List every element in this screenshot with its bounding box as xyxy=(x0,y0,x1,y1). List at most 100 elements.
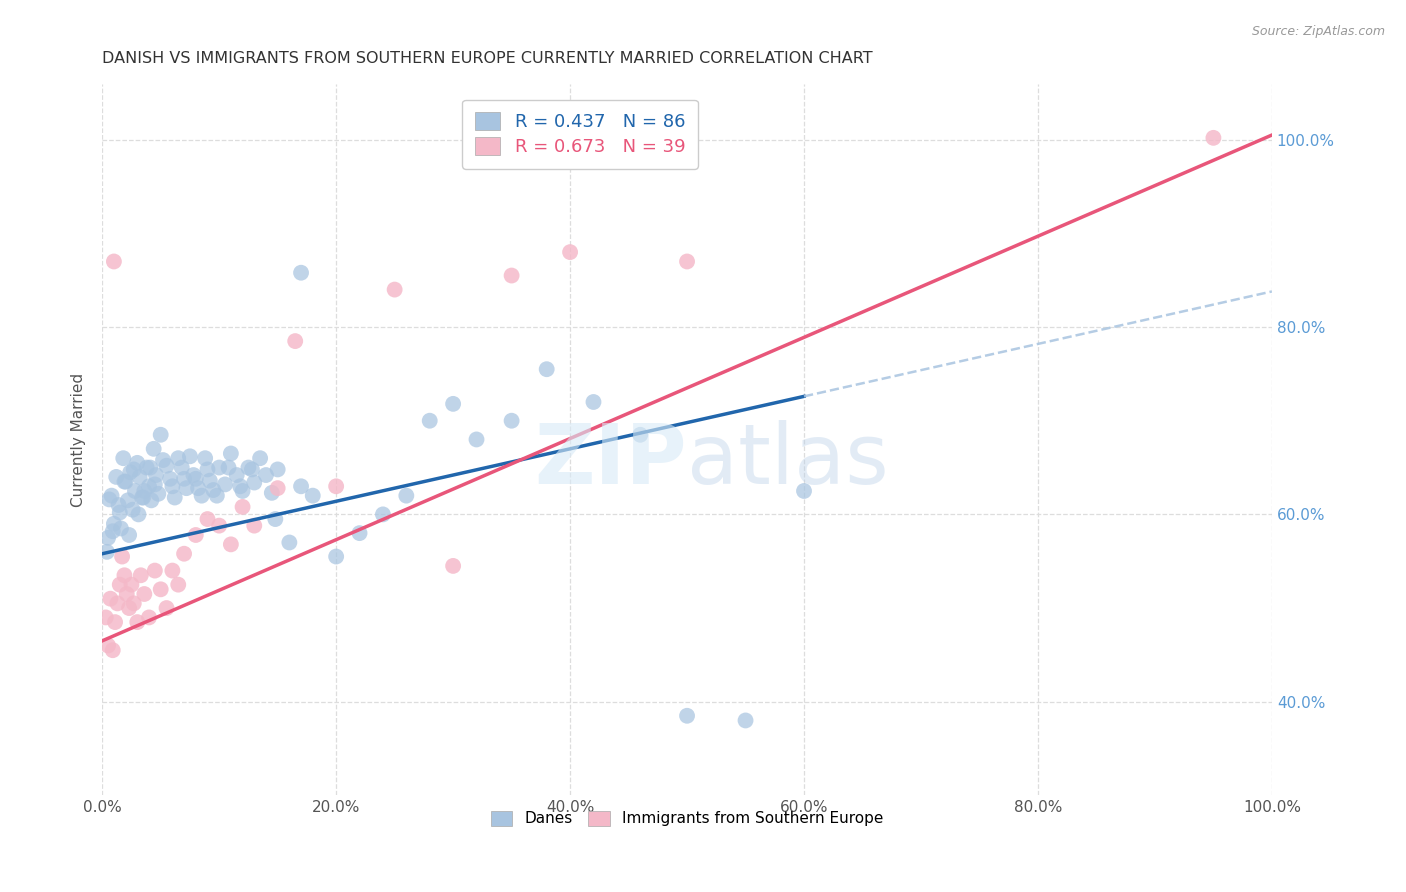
Point xyxy=(249,451,271,466)
Point xyxy=(108,506,131,520)
Point xyxy=(101,643,124,657)
Point xyxy=(139,460,162,475)
Point xyxy=(197,462,219,476)
Point xyxy=(163,491,186,505)
Point xyxy=(121,502,143,516)
Point xyxy=(148,487,170,501)
Point xyxy=(107,596,129,610)
Point xyxy=(208,460,231,475)
Point xyxy=(284,334,307,348)
Point xyxy=(120,465,142,479)
Point xyxy=(441,558,464,573)
Point xyxy=(582,395,605,409)
Point xyxy=(97,531,120,545)
Point xyxy=(558,245,581,260)
Point xyxy=(117,493,139,508)
Point xyxy=(419,414,441,428)
Point xyxy=(793,483,815,498)
Point xyxy=(114,568,136,582)
Text: Source: ZipAtlas.com: Source: ZipAtlas.com xyxy=(1251,25,1385,38)
Point xyxy=(155,601,177,615)
Point xyxy=(441,397,464,411)
Point xyxy=(179,450,201,464)
Point xyxy=(501,268,523,283)
Point xyxy=(134,483,156,498)
Point xyxy=(465,433,488,447)
Text: DANISH VS IMMIGRANTS FROM SOUTHERN EUROPE CURRENTLY MARRIED CORRELATION CHART: DANISH VS IMMIGRANTS FROM SOUTHERN EUROP… xyxy=(103,51,873,66)
Point xyxy=(98,492,121,507)
Point xyxy=(120,577,142,591)
Point xyxy=(114,475,136,489)
Point xyxy=(173,472,195,486)
Point xyxy=(162,479,184,493)
Point xyxy=(198,474,221,488)
Point xyxy=(170,460,193,475)
Point xyxy=(184,472,207,486)
Point xyxy=(325,549,347,564)
Point xyxy=(141,493,163,508)
Point xyxy=(202,483,225,497)
Point xyxy=(159,472,181,486)
Point xyxy=(536,362,558,376)
Point xyxy=(194,451,217,466)
Point xyxy=(232,500,254,514)
Point xyxy=(501,414,523,428)
Point xyxy=(371,508,394,522)
Point xyxy=(103,254,125,268)
Y-axis label: Currently Married: Currently Married xyxy=(72,372,86,507)
Point xyxy=(266,462,288,476)
Point xyxy=(278,535,301,549)
Point xyxy=(219,537,242,551)
Point xyxy=(100,489,122,503)
Point xyxy=(243,475,266,490)
Point xyxy=(676,708,699,723)
Point xyxy=(301,489,323,503)
Point xyxy=(112,451,135,466)
Point xyxy=(129,568,152,582)
Point xyxy=(290,266,312,280)
Point xyxy=(105,470,128,484)
Point xyxy=(94,610,117,624)
Point xyxy=(190,489,212,503)
Point xyxy=(152,453,174,467)
Point xyxy=(114,475,136,489)
Point xyxy=(219,446,242,460)
Point xyxy=(349,526,371,541)
Point xyxy=(101,524,124,539)
Point xyxy=(260,486,283,500)
Point xyxy=(243,518,266,533)
Point xyxy=(138,610,160,624)
Point xyxy=(173,547,195,561)
Point xyxy=(149,427,172,442)
Point xyxy=(232,483,254,498)
Point xyxy=(184,528,207,542)
Point xyxy=(384,283,406,297)
Point xyxy=(218,460,240,475)
Point xyxy=(138,479,160,493)
Point xyxy=(127,508,149,522)
Point xyxy=(214,477,236,491)
Legend: Danes, Immigrants from Southern Europe: Danes, Immigrants from Southern Europe xyxy=(484,803,891,834)
Text: atlas: atlas xyxy=(688,420,889,501)
Point xyxy=(266,481,288,495)
Point xyxy=(187,481,209,495)
Point xyxy=(111,549,134,564)
Point xyxy=(107,498,129,512)
Point xyxy=(122,596,145,610)
Point xyxy=(145,468,167,483)
Point xyxy=(205,489,228,503)
Point xyxy=(240,462,263,476)
Point xyxy=(118,528,141,542)
Point xyxy=(1202,131,1225,145)
Point xyxy=(134,587,156,601)
Point xyxy=(100,591,122,606)
Point xyxy=(96,545,118,559)
Point xyxy=(135,460,157,475)
Text: ZIP: ZIP xyxy=(534,420,688,501)
Point xyxy=(127,456,149,470)
Point xyxy=(127,615,149,629)
Point xyxy=(122,462,145,476)
Point xyxy=(225,468,247,483)
Point xyxy=(162,564,184,578)
Point xyxy=(149,582,172,597)
